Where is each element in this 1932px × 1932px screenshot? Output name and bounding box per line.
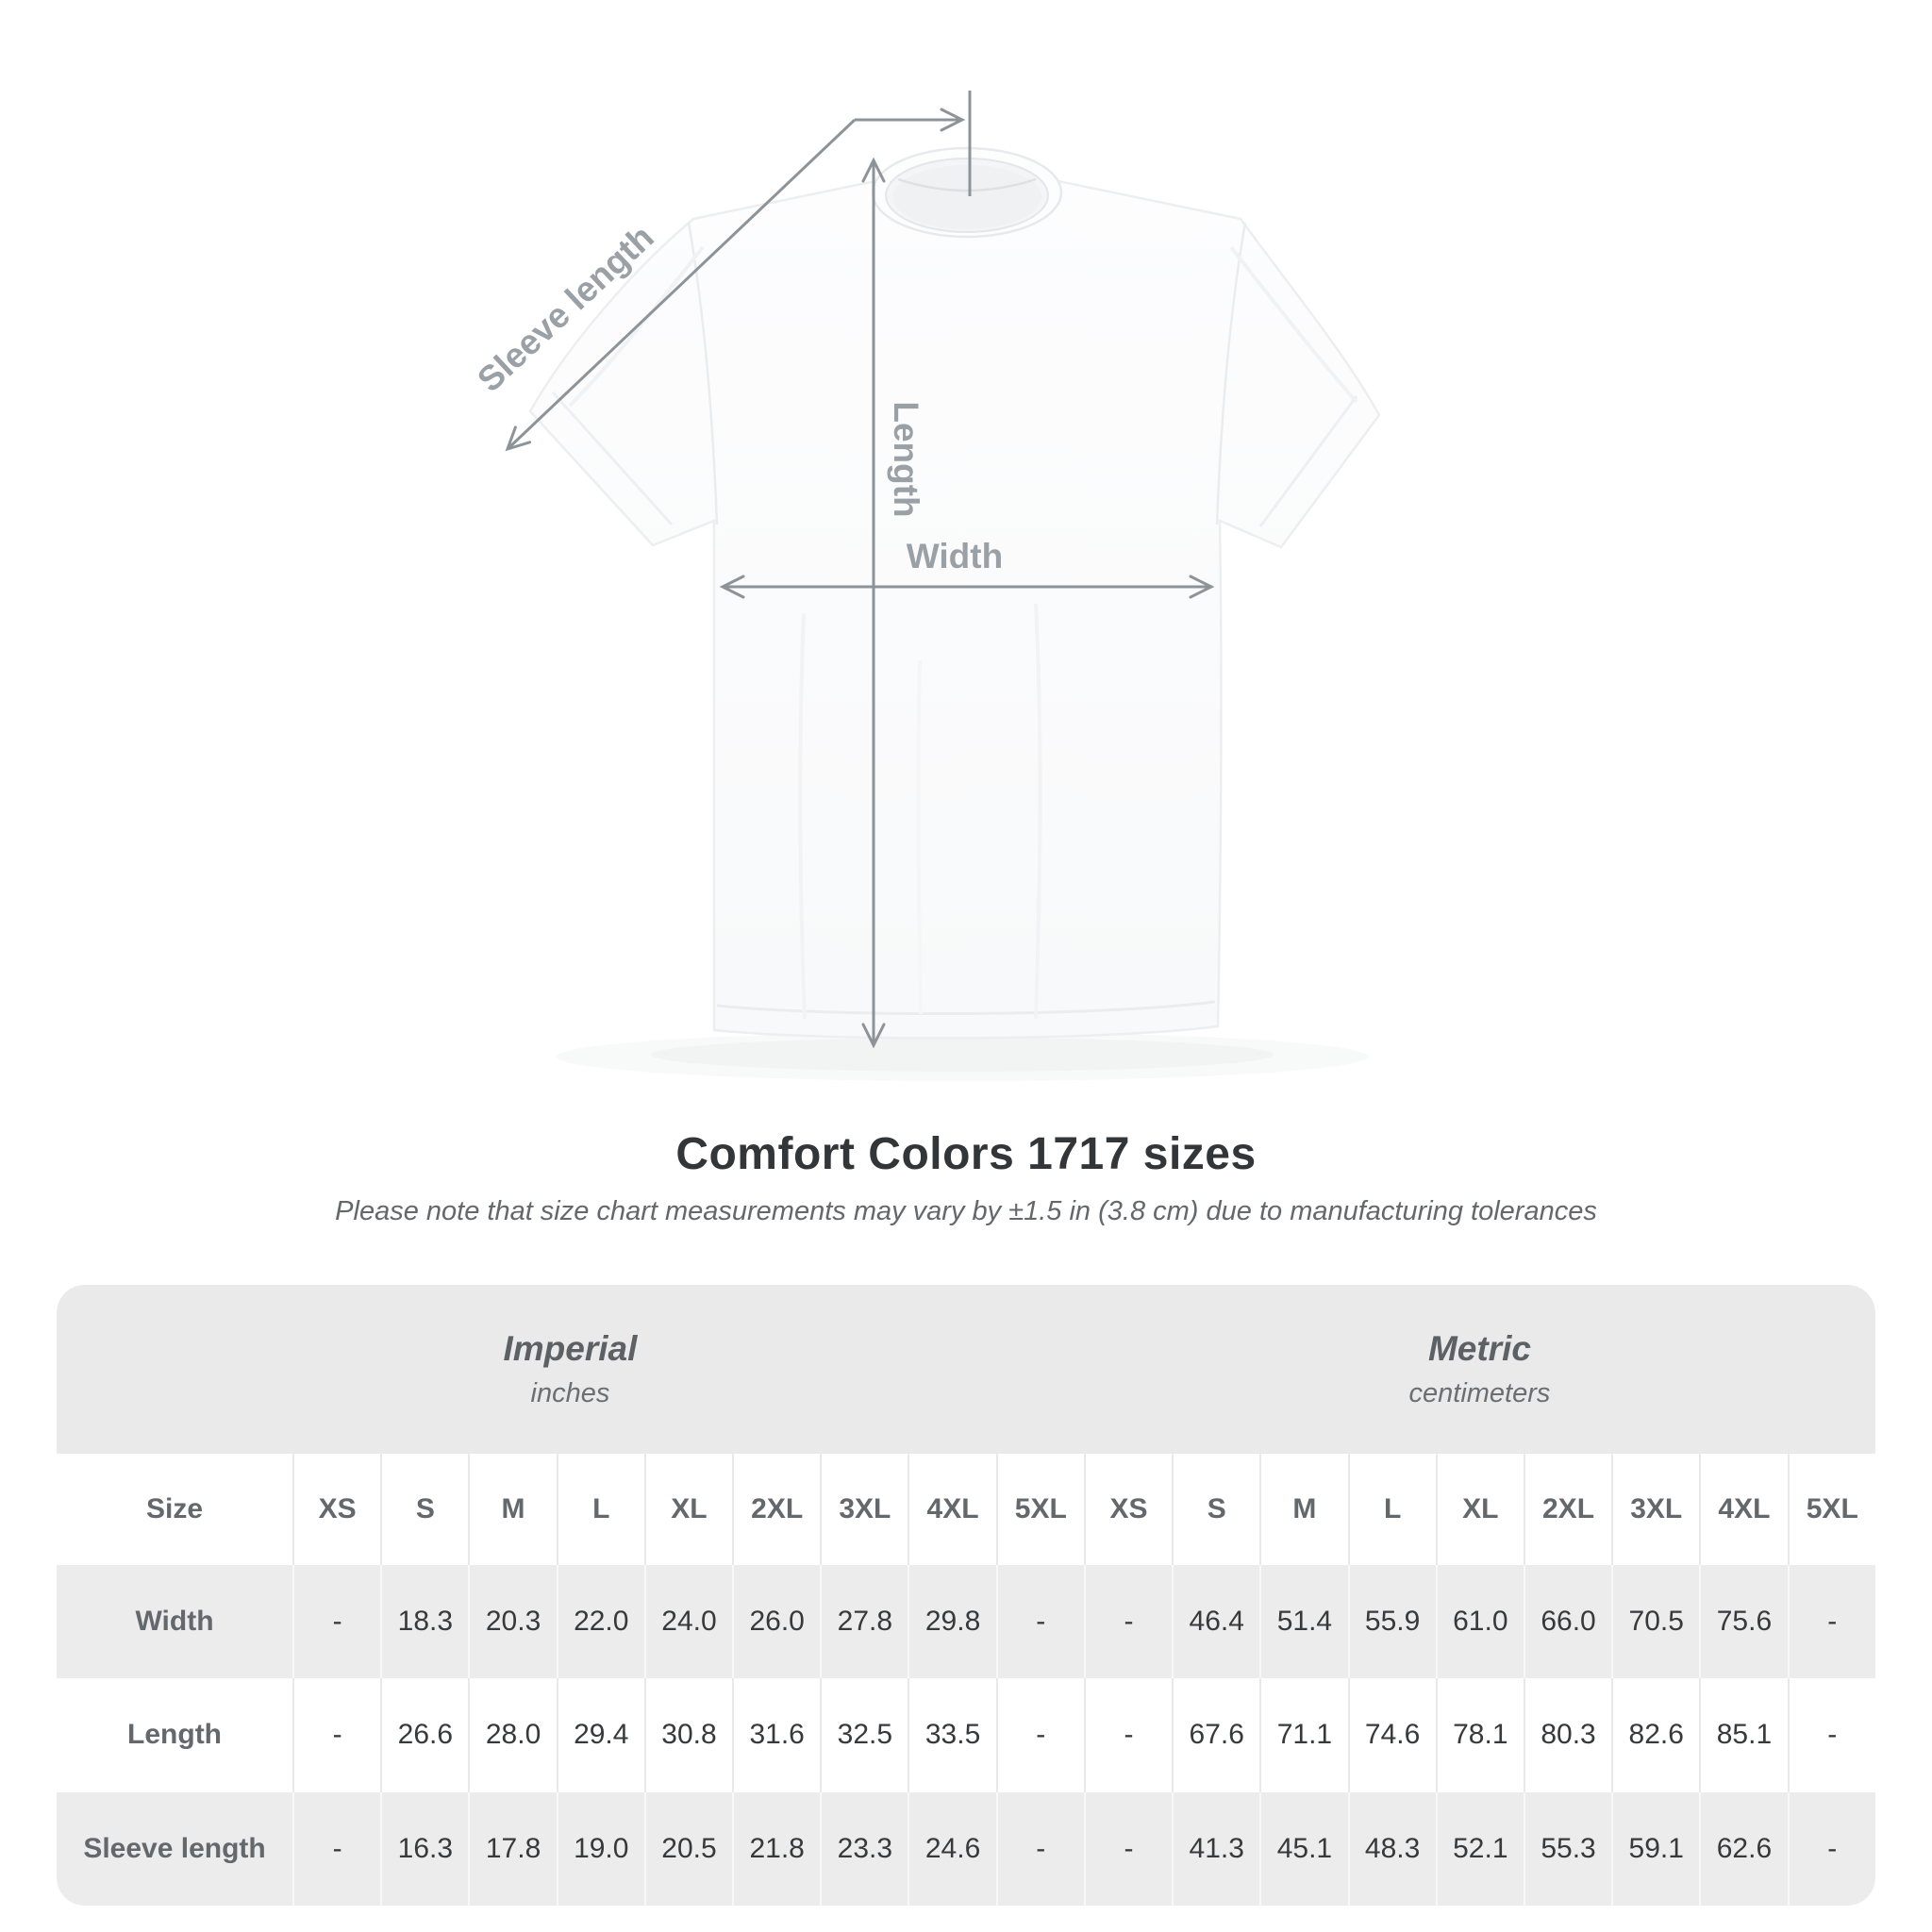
table-row-length: Length -26.6 28.0 29.4 30.8 31.6 32.5 33.5- -67.… <box>57 1678 1875 1792</box>
column-header-metric-m: M <box>1259 1453 1348 1565</box>
tolerance-note: Please note that size chart measurements… <box>335 1196 1597 1226</box>
table-cell: 23.3 <box>820 1791 908 1906</box>
imperial-unit-label: inches <box>530 1377 610 1408</box>
width-label: Width <box>907 537 1003 575</box>
tshirt-illustration <box>528 146 1381 1040</box>
table-cell: 55.9 <box>1347 1564 1436 1679</box>
table-cell: - <box>292 1678 381 1792</box>
table-cell: 55.3 <box>1523 1791 1612 1906</box>
table-cell: - <box>1787 1564 1875 1679</box>
table-cell: 80.3 <box>1523 1678 1612 1792</box>
shirt-shadow <box>557 1032 1368 1081</box>
column-header-metric-s: S <box>1172 1453 1260 1565</box>
size-header-row: Size XS S M L XL 2XL 3XL 4XL 5XL XS S M L XL 2XL 3XL 4XL… <box>57 1453 1875 1565</box>
table-cell: 28.0 <box>468 1678 557 1792</box>
sleeve-diagonal-arrow <box>505 118 857 452</box>
size-column-header: Size <box>57 1453 293 1565</box>
table-cell: 51.4 <box>1259 1564 1348 1679</box>
row-label: Width <box>57 1564 293 1679</box>
table-cell: 21.8 <box>732 1791 821 1906</box>
column-header-metric-2xl: 2XL <box>1523 1453 1612 1565</box>
table-row-sleeve-length: Sleeve length -16.3 17.8 19.0 20.5 21.8 23.3 24… <box>57 1791 1875 1906</box>
table-cell: 85.1 <box>1699 1678 1788 1792</box>
column-header-imperial-4xl: 4XL <box>908 1453 996 1565</box>
table-cell: - <box>995 1564 1084 1679</box>
column-header-metric-5xl: 5XL <box>1787 1453 1875 1565</box>
table-cell: 26.0 <box>732 1564 821 1679</box>
column-header-metric-4xl: 4XL <box>1699 1453 1788 1565</box>
table-cell: 48.3 <box>1347 1791 1436 1906</box>
unit-group-row: Imperial inches Metric centimeters <box>57 1285 1875 1454</box>
table-cell: 20.5 <box>643 1791 733 1906</box>
table-cell: 30.8 <box>643 1678 733 1792</box>
column-header-imperial-2xl: 2XL <box>732 1453 821 1565</box>
column-header-metric-3xl: 3XL <box>1611 1453 1700 1565</box>
row-label: Length <box>57 1678 293 1792</box>
size-table-grid: Imperial inches Metric centimeters Size … <box>57 1285 1875 1906</box>
table-cell: - <box>292 1564 381 1679</box>
table-cell: 70.5 <box>1611 1564 1700 1679</box>
table-cell: 17.8 <box>468 1791 557 1906</box>
column-header-imperial-m: M <box>468 1453 557 1565</box>
table-cell: 26.6 <box>380 1678 469 1792</box>
table-cell: 41.3 <box>1172 1791 1260 1906</box>
table-cell: 29.8 <box>908 1564 996 1679</box>
table-cell: 52.1 <box>1435 1791 1524 1906</box>
table-cell: 61.0 <box>1435 1564 1524 1679</box>
table-cell: - <box>292 1791 381 1906</box>
imperial-group-header: Imperial inches <box>57 1285 1084 1454</box>
table-cell: - <box>1787 1678 1875 1792</box>
table-cell: 32.5 <box>820 1678 908 1792</box>
table-cell: 24.6 <box>908 1791 996 1906</box>
table-cell: 67.6 <box>1172 1678 1260 1792</box>
table-cell: 66.0 <box>1523 1564 1612 1679</box>
table-cell: 59.1 <box>1611 1791 1700 1906</box>
column-header-metric-xl: XL <box>1435 1453 1524 1565</box>
table-cell: 74.6 <box>1347 1678 1436 1792</box>
metric-group-header: Metric centimeters <box>1083 1285 1875 1454</box>
size-table: Imperial inches Metric centimeters Size … <box>57 1285 1875 1906</box>
table-cell: - <box>1083 1678 1173 1792</box>
column-header-imperial-5xl: 5XL <box>995 1453 1084 1565</box>
table-cell: 27.8 <box>820 1564 908 1679</box>
table-cell: - <box>1083 1564 1173 1679</box>
metric-unit-label: centimeters <box>1408 1377 1551 1408</box>
table-cell: 33.5 <box>908 1678 996 1792</box>
table-cell: 19.0 <box>556 1791 644 1906</box>
table-cell: 20.3 <box>468 1564 557 1679</box>
table-cell: 45.1 <box>1259 1791 1348 1906</box>
metric-label: Metric <box>1427 1328 1531 1368</box>
tshirt-diagram: Sleeve length Length Width <box>470 91 1381 1081</box>
table-cell: - <box>1083 1791 1173 1906</box>
table-cell: 46.4 <box>1172 1564 1260 1679</box>
column-header-imperial-xl: XL <box>643 1453 733 1565</box>
column-header-metric-xs: XS <box>1083 1453 1173 1565</box>
column-header-imperial-s: S <box>380 1453 469 1565</box>
table-cell: 31.6 <box>732 1678 821 1792</box>
table-cell: - <box>1787 1791 1875 1906</box>
table-cell: 71.1 <box>1259 1678 1348 1792</box>
table-cell: 82.6 <box>1611 1678 1700 1792</box>
length-label: Length <box>887 401 925 517</box>
table-cell: 29.4 <box>556 1678 644 1792</box>
imperial-label: Imperial <box>503 1328 638 1368</box>
table-cell: 18.3 <box>380 1564 469 1679</box>
table-cell: 24.0 <box>643 1564 733 1679</box>
table-cell: 22.0 <box>556 1564 644 1679</box>
column-header-metric-l: L <box>1347 1453 1436 1565</box>
page-title: Comfort Colors 1717 sizes <box>675 1129 1257 1179</box>
table-cell: 16.3 <box>380 1791 469 1906</box>
measurement-lines <box>505 91 1215 1049</box>
table-cell: 78.1 <box>1435 1678 1524 1792</box>
table-cell: 62.6 <box>1699 1791 1788 1906</box>
column-header-imperial-l: L <box>556 1453 644 1565</box>
column-header-imperial-3xl: 3XL <box>820 1453 908 1565</box>
row-label: Sleeve length <box>57 1791 293 1906</box>
table-row-width: Width -18.3 20.3 22.0 24.0 26.0 27.8 29.8- -46.4… <box>57 1564 1875 1679</box>
table-cell: 75.6 <box>1699 1564 1788 1679</box>
table-cell: - <box>995 1678 1084 1792</box>
table-cell: - <box>995 1791 1084 1906</box>
column-header-imperial-xs: XS <box>292 1453 381 1565</box>
